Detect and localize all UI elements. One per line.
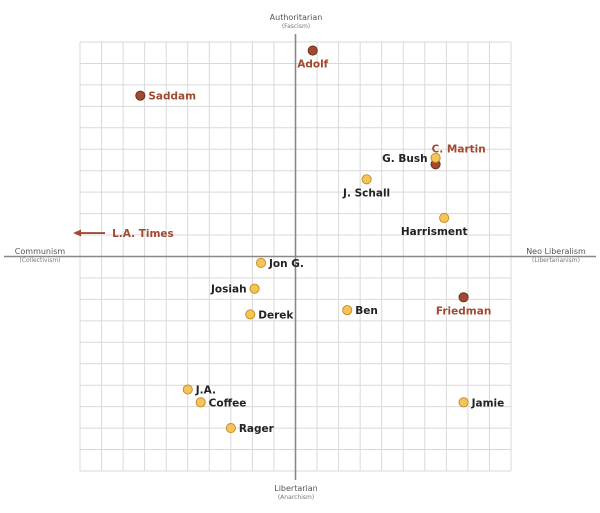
data-point	[361, 174, 372, 185]
data-points	[135, 45, 469, 434]
data-point	[342, 305, 353, 316]
data-label: Rager	[239, 423, 275, 435]
data-label: Friedman	[436, 305, 491, 317]
annotation-label: L.A. Times	[112, 228, 174, 240]
top-axis-title: Authoritarian	[270, 13, 323, 22]
annotations: L.A. Times	[73, 228, 174, 240]
data-label: Harrisment	[401, 226, 468, 238]
left-axis-title: Communism	[15, 247, 66, 256]
right-axis-subtitle: (Libertarianism)	[532, 257, 580, 264]
data-point	[430, 152, 441, 163]
data-label: Coffee	[209, 397, 247, 409]
data-point	[458, 397, 469, 408]
bottom-axis-subtitle: (Anarchism)	[278, 494, 314, 501]
data-label: J. Schall	[342, 187, 390, 199]
bottom-axis-title: Libertarian	[274, 484, 318, 493]
axis-labels: Authoritarian (Fascism) Libertarian (Ana…	[15, 13, 586, 501]
top-axis-subtitle: (Fascism)	[282, 23, 310, 30]
data-point	[458, 292, 469, 303]
data-point	[135, 90, 146, 101]
data-point	[195, 397, 206, 408]
data-point	[225, 423, 236, 434]
data-label: J.A.	[195, 384, 216, 396]
left-axis-subtitle: (Collectivism)	[19, 257, 60, 264]
la-times-arrow-head	[73, 229, 82, 237]
data-label: Jon G.	[268, 258, 304, 270]
data-point	[249, 283, 260, 294]
data-label: Saddam	[148, 91, 196, 103]
data-label: Josiah	[210, 284, 247, 296]
data-label: Adolf	[297, 59, 328, 71]
right-axis-title: Neo Liberalism	[526, 247, 586, 256]
data-label: C. Martin	[432, 143, 486, 155]
data-point	[439, 212, 450, 223]
data-point	[255, 257, 267, 268]
data-label: Derek	[258, 309, 294, 321]
data-label: Jamie	[471, 397, 505, 409]
data-point	[245, 309, 256, 320]
data-label: G. Bush	[382, 153, 427, 165]
data-point	[307, 45, 318, 56]
data-label: Ben	[355, 305, 378, 317]
axes	[4, 34, 596, 480]
data-point	[182, 384, 193, 395]
data-labels: Adolf Saddam C. Martin G. Bush J. Schall Harr…	[148, 59, 504, 436]
